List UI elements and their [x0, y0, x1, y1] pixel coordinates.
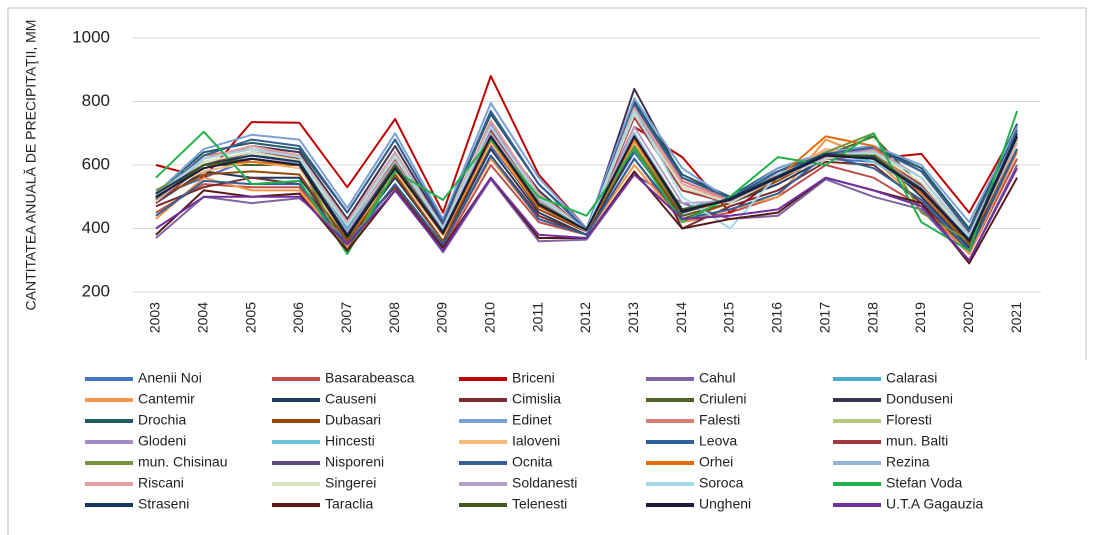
- series-line: [155, 167, 1018, 262]
- legend-label: mun. Balti: [886, 433, 948, 449]
- series-line: [155, 148, 1019, 252]
- y-tick-label: 200: [82, 281, 110, 300]
- x-tick-label: 2008: [386, 302, 402, 333]
- x-tick-label: 2005: [242, 302, 258, 333]
- legend-label: Causeni: [325, 391, 376, 407]
- legend-label: Falesti: [699, 412, 740, 428]
- legend-label: Dubasari: [325, 412, 381, 428]
- legend-label: Briceni: [512, 370, 555, 386]
- legend-label: Edinet: [512, 412, 552, 428]
- legend-label: Drochia: [138, 412, 186, 428]
- legend-label: Floresti: [886, 412, 932, 428]
- legend-label: mun. Chisinau: [138, 454, 228, 470]
- x-tick-label: 2003: [147, 302, 163, 333]
- legend-label: U.T.A Gagauzia: [886, 496, 983, 512]
- legend-label: Glodeni: [138, 433, 186, 449]
- legend-label: Leova: [699, 433, 737, 449]
- series-line: [155, 110, 1019, 255]
- series-line: [155, 164, 1018, 262]
- legend-label: Soldanesti: [512, 475, 577, 491]
- x-tick-label: 2017: [816, 302, 832, 333]
- legend-label: Straseni: [138, 496, 189, 512]
- y-axis-label: CANTITATEA ANUALĂ DE PRECIPITAŢII, MM: [23, 20, 39, 311]
- legend-label: Cantemir: [138, 391, 195, 407]
- legend-label: Rezina: [886, 454, 930, 470]
- x-tick-label: 2016: [769, 302, 785, 333]
- x-tick-label: 2013: [625, 302, 641, 333]
- legend-label: Donduseni: [886, 391, 953, 407]
- x-tick-label: 2014: [673, 302, 689, 333]
- y-tick-label: 800: [82, 91, 110, 110]
- legend-label: Stefan Voda: [886, 475, 963, 491]
- legend-label: Ocnita: [512, 454, 553, 470]
- series-line: [155, 135, 1019, 243]
- legend-label: Telenesti: [512, 496, 567, 512]
- legend-label: Hincesti: [325, 433, 375, 449]
- x-tick-label: 2004: [194, 302, 210, 333]
- x-tick-label: 2011: [529, 302, 545, 332]
- y-tick-label: 600: [82, 154, 110, 173]
- legend-label: Basarabeasca: [325, 370, 415, 386]
- legend-label: Soroca: [699, 475, 744, 491]
- legend-label: Anenii Noi: [138, 370, 202, 386]
- x-tick-label: 2015: [721, 302, 737, 333]
- legend-label: Taraclia: [325, 496, 373, 512]
- x-tick-label: 2006: [290, 302, 306, 333]
- y-tick-label: 1000: [72, 27, 110, 46]
- legend-label: Ungheni: [699, 496, 751, 512]
- x-tick-label: 2019: [912, 302, 928, 333]
- legend-label: Orhei: [699, 454, 733, 470]
- y-tick-label: 400: [82, 218, 110, 237]
- legend-label: Calarasi: [886, 370, 937, 386]
- legend-label: Ialoveni: [512, 433, 560, 449]
- legend-label: Criuleni: [699, 391, 746, 407]
- legend-label: Nisporeni: [325, 454, 384, 470]
- legend-label: Cimislia: [512, 391, 561, 407]
- x-tick-label: 2018: [864, 302, 880, 333]
- x-tick-label: 2021: [1008, 302, 1024, 333]
- x-tick-label: 2007: [338, 302, 354, 333]
- x-tick-label: 2009: [434, 302, 450, 333]
- legend-label: Singerei: [325, 475, 376, 491]
- legend-label: Cahul: [699, 370, 736, 386]
- legend-label: Riscani: [138, 475, 184, 491]
- x-tick-label: 2012: [577, 302, 593, 333]
- x-tick-label: 2020: [960, 302, 976, 333]
- x-tick-label: 2010: [482, 302, 498, 333]
